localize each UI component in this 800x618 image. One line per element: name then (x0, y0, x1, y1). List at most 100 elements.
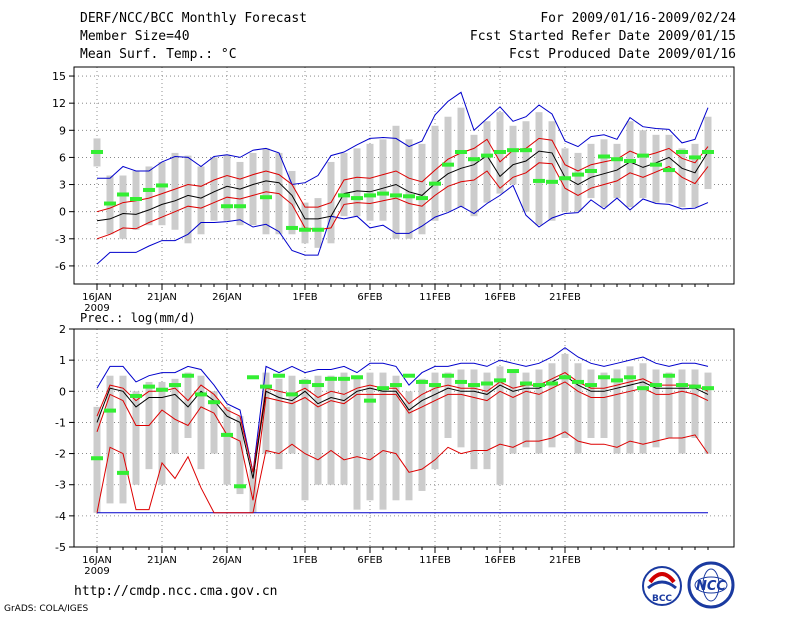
prec-range-bar (106, 375, 114, 504)
temp-observed-marker (416, 196, 428, 201)
temp-range-bar (340, 152, 348, 217)
temp-observed-marker (429, 181, 441, 186)
prec-range-bar (184, 372, 192, 438)
temp-x-year-label: 2009 (84, 303, 109, 314)
temp-observed-marker (130, 197, 142, 202)
prec-observed-marker (247, 375, 259, 380)
temp-observed-marker (403, 194, 415, 199)
prec-observed-marker (429, 383, 441, 388)
prec-range-bar (353, 378, 361, 510)
temp-range-bar (314, 198, 322, 248)
prec-range-bar (483, 372, 491, 470)
prec-y-tick-label: -1 (55, 416, 66, 429)
temp-range-bar (457, 107, 465, 208)
software-credit: GrADS: COLA/IGES (4, 604, 89, 614)
source-url[interactable]: http://cmdp.ncc.cma.gov.cn (74, 584, 278, 599)
temp-range-bar (249, 152, 257, 226)
prec-observed-marker (468, 383, 480, 388)
temp-envelope-upper-line (97, 91, 709, 186)
prec-y-tick-label: -5 (55, 541, 66, 554)
prec-range-bar (535, 369, 543, 454)
prec-observed-marker (286, 392, 298, 397)
prec-y-tick-label: -3 (55, 479, 66, 492)
prec-observed-marker (442, 373, 454, 378)
temp-observed-marker (598, 154, 610, 159)
temp-observed-marker (585, 168, 597, 173)
temp-observed-marker (572, 172, 584, 177)
temp-axes-frame (73, 66, 735, 285)
temp-range-bar (548, 121, 556, 221)
prec-observed-marker (416, 379, 428, 384)
temp-range-bar (470, 134, 478, 217)
prec-range-bar (392, 375, 400, 501)
prec-observed-marker (572, 379, 584, 384)
forecast-period-label: For 2009/01/16-2009/02/24 (540, 11, 736, 26)
prec-x-tick-label: 21JAN (147, 555, 177, 566)
temp-observed-marker (104, 201, 116, 206)
prec-range-bar (314, 375, 322, 485)
prec-observed-marker (104, 408, 116, 413)
prec-observed-marker (546, 381, 558, 386)
prec-observed-marker (312, 383, 324, 388)
temp-observed-marker (702, 149, 714, 154)
temp-range-bar (483, 121, 491, 203)
prec-x-tick-label: 16JAN (82, 555, 112, 566)
temp-observed-marker (663, 168, 675, 173)
prec-observed-marker (325, 376, 337, 381)
temp-range-bar (197, 166, 205, 235)
prec-observed-marker (195, 392, 207, 397)
prec-observed-marker (169, 383, 181, 388)
temp-x-tick-label: 16JAN (82, 292, 112, 303)
prec-observed-marker (520, 381, 532, 386)
prec-range-bar (444, 372, 452, 438)
temp-y-tick-label: 6 (59, 151, 66, 164)
temp-x-tick-label: 21FEB (549, 292, 581, 303)
prec-y-tick-label: 2 (59, 323, 66, 336)
prec-range-bar (171, 378, 179, 454)
prec-range-bar (327, 375, 335, 485)
temp-y-tick-label: 0 (59, 206, 66, 219)
temp-observed-marker (650, 162, 662, 167)
temp-y-tick-label: 12 (52, 97, 66, 110)
prec-observed-marker (338, 376, 350, 381)
temp-x-tick-label: 26JAN (212, 292, 242, 303)
temp-range-bar (119, 175, 127, 239)
prec-observed-marker (455, 379, 467, 384)
prec-range-bar (574, 363, 582, 454)
prec-ci-lower-line (96, 381, 709, 501)
prec-observed-marker (533, 383, 545, 388)
temp-range-bar (639, 130, 647, 199)
prec-x-tick-label: 26JAN (212, 555, 242, 566)
temp-observed-marker (234, 204, 246, 209)
prec-plot-area (74, 329, 734, 547)
prec-range-bar (613, 369, 621, 454)
prec-observed-marker (650, 383, 662, 388)
temp-observed-marker (624, 159, 636, 164)
temp-observed-marker (221, 204, 233, 209)
prec-range-bar (431, 372, 439, 470)
prec-x-year-label: 2009 (84, 566, 109, 577)
prec-y-tick-label: 1 (59, 354, 66, 367)
prec-observed-marker (403, 373, 415, 378)
temp-observed-marker (312, 227, 324, 232)
prec-observed-marker (689, 384, 701, 389)
temp-observed-marker (338, 193, 350, 198)
temp-y-tick-label: 15 (52, 70, 66, 83)
prec-range-bar (366, 372, 374, 501)
prec-observed-marker (611, 378, 623, 383)
temp-observed-marker (390, 193, 402, 198)
temp-observed-marker (364, 193, 376, 198)
temp-observed-marker (559, 176, 571, 181)
temp-observed-marker (533, 178, 545, 183)
temp-observed-marker (676, 149, 688, 154)
temp-observed-marker (286, 225, 298, 230)
prec-axes-frame (73, 328, 735, 548)
temp-y-tick-label: 9 (59, 124, 66, 137)
temp-observed-marker (481, 153, 493, 158)
temp-range-bar (431, 125, 439, 221)
member-size-label: Member Size=40 (80, 29, 190, 44)
prec-range-bar (236, 416, 244, 495)
prec-range-bar (197, 375, 205, 470)
prec-range-bar (418, 378, 426, 491)
temp-range-bar (353, 148, 361, 217)
